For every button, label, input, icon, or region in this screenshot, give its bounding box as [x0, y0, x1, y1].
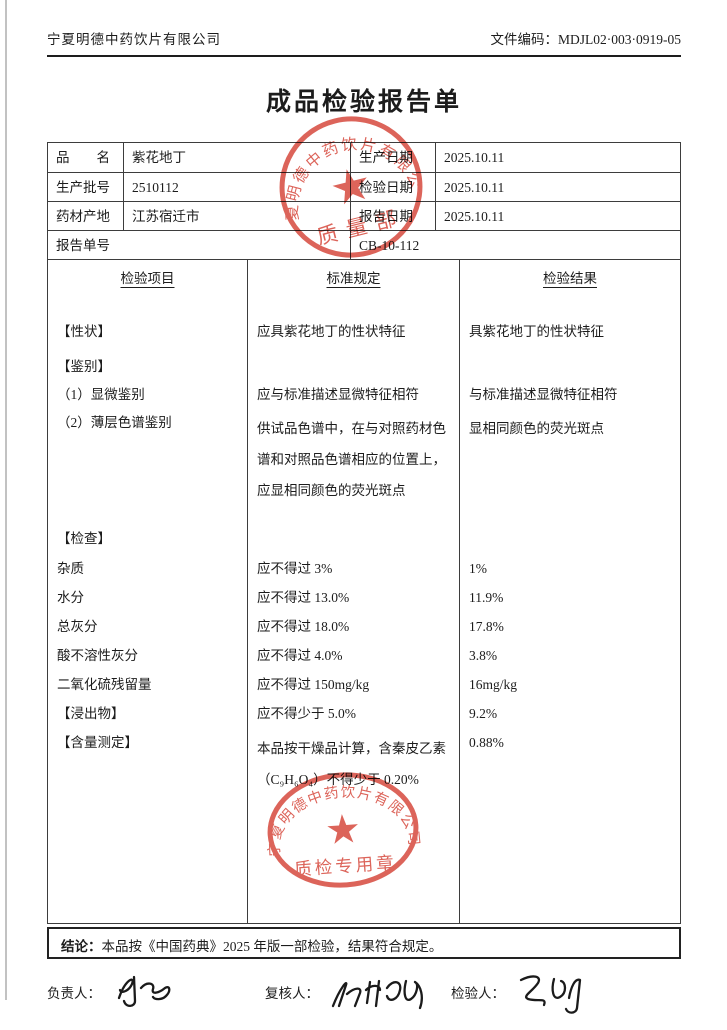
- spec-standard: 应不得过 3%: [247, 554, 459, 583]
- info-label: 品 名: [56, 150, 110, 165]
- info-value: 江苏宿迁市: [123, 201, 350, 230]
- spec-standard: 应具紫花地丁的性状特征: [247, 308, 459, 352]
- document-code-value: MDJL02·003·0919-05: [558, 32, 681, 47]
- info-value: 紫花地丁: [123, 143, 350, 172]
- spec-standard: 应不得过 150mg/kg: [247, 670, 459, 699]
- inspector-signature-group: 检验人：: [451, 975, 603, 1020]
- spec-standard: 应与标准描述显微特征相符: [247, 380, 459, 408]
- info-label: 生产批号: [48, 172, 123, 201]
- spec-table: 检验项目 标准规定 检验结果 【性状】 应具紫花地丁的性状特征 具紫花地丁的性状…: [47, 259, 681, 924]
- spec-item: 酸不溶性灰分: [57, 648, 138, 663]
- spec-spacer-cell: [48, 795, 247, 923]
- spec-standard: 应不得过 4.0%: [247, 641, 459, 670]
- spec-result: 1%: [459, 554, 680, 583]
- responsible-signature-group: 负责人：: [47, 975, 189, 1014]
- info-value: 2025.10.11: [435, 172, 680, 201]
- info-label: 生产日期: [350, 143, 435, 172]
- info-label: 报告日期: [350, 201, 435, 230]
- spec-result: [459, 352, 680, 380]
- spec-result: 11.9%: [459, 583, 680, 612]
- spec-standard: 应不得过 18.0%: [247, 612, 459, 641]
- info-value: 2025.10.11: [435, 143, 680, 172]
- spec-item: 【鉴别】: [57, 359, 111, 374]
- document-code: 文件编码：MDJL02·003·0919-05: [491, 28, 682, 48]
- spec-result: 17.8%: [459, 612, 680, 641]
- spec-result: [459, 524, 680, 554]
- info-label: 检验日期: [350, 172, 435, 201]
- spec-item: 【浸出物】: [57, 706, 125, 721]
- spec-standard: 供试品色谱中，在与对照药材色谱和对照品色谱相应的位置上，应显相同颜色的荧光斑点: [247, 408, 459, 506]
- spec-item: 水分: [57, 590, 84, 605]
- report-number-label: 报告单号: [48, 230, 350, 259]
- inspector-signature: [519, 975, 582, 1014]
- document-code-label: 文件编码：: [490, 32, 559, 47]
- spec-result: 16mg/kg: [459, 670, 680, 699]
- spec-result: 3.8%: [459, 641, 680, 670]
- spec-spacer-cell: [459, 795, 680, 923]
- signature-row: 负责人： 复核人： 检验人：: [47, 970, 681, 1030]
- scan-page-edge: [5, 0, 7, 1000]
- spec-header-item: 检验项目: [120, 271, 175, 286]
- responsible-label: 负责人：: [47, 986, 101, 1001]
- responsible-signature: [117, 975, 171, 1008]
- spec-standard: 本品按干燥品计算，含秦皮乙素（C₉H₆O₄）不得少于 0.20%: [247, 728, 459, 795]
- spec-spacer-cell: [247, 506, 459, 524]
- info-label: 药材产地: [48, 201, 123, 230]
- spec-item: （1）显微鉴别: [57, 387, 145, 402]
- spec-result: 具紫花地丁的性状特征: [459, 308, 680, 352]
- letterhead: 宁夏明德中药饮片有限公司 文件编码：MDJL02·003·0919-05: [47, 0, 681, 57]
- spec-result: 显相同颜色的荧光斑点: [459, 408, 680, 506]
- spec-item: 【含量测定】: [57, 735, 138, 750]
- conclusion-text: 本品按《中国药典》2025 年版一部检验，结果符合规定。: [101, 939, 443, 954]
- spec-item: （2）薄层色谱鉴别: [57, 415, 172, 430]
- company-name: 宁夏明德中药饮片有限公司: [47, 32, 221, 47]
- reviewer-label: 复核人：: [265, 986, 319, 1001]
- spec-result: 9.2%: [459, 699, 680, 728]
- page-title: 成品检验报告单: [265, 89, 462, 116]
- spec-standard: 应不得少于 5.0%: [247, 699, 459, 728]
- spec-standard: [247, 524, 459, 554]
- spec-item: 二氧化硫残留量: [57, 677, 152, 692]
- spec-spacer-cell: [459, 506, 680, 524]
- spec-standard: 应不得过 13.0%: [247, 583, 459, 612]
- report-page: 宁夏明德中药饮片有限公司 文件编码：MDJL02·003·0919-05 成品检…: [47, 0, 681, 1030]
- report-number-value: CB-10-112: [350, 230, 680, 259]
- spec-item: 【检查】: [57, 531, 111, 546]
- spec-spacer-cell: [48, 506, 247, 524]
- reviewer-signature: [331, 979, 423, 1010]
- spec-header-standard: 标准规定: [247, 260, 459, 308]
- spec-result: 与标准描述显微特征相符: [459, 380, 680, 408]
- spec-item: 总灰分: [57, 619, 98, 634]
- spec-item: 【性状】: [57, 324, 111, 339]
- spec-item: 杂质: [57, 561, 84, 576]
- spec-result: 0.88%: [459, 728, 680, 795]
- spec-stamp-area: [247, 795, 459, 923]
- info-value: 2025.10.11: [435, 201, 680, 230]
- spec-standard: [247, 352, 459, 380]
- info-value: 2510112: [123, 172, 350, 201]
- inspector-label: 检验人：: [451, 986, 505, 1001]
- conclusion-box: 结论：本品按《中国药典》2025 年版一部检验，结果符合规定。: [47, 927, 681, 959]
- info-table: 品 名 紫花地丁 生产日期 2025.10.11 生产批号 2510112 检验…: [47, 142, 681, 260]
- conclusion-label: 结论：: [61, 939, 102, 954]
- reviewer-signature-group: 复核人：: [265, 978, 437, 1016]
- spec-header-result: 检验结果: [459, 260, 680, 308]
